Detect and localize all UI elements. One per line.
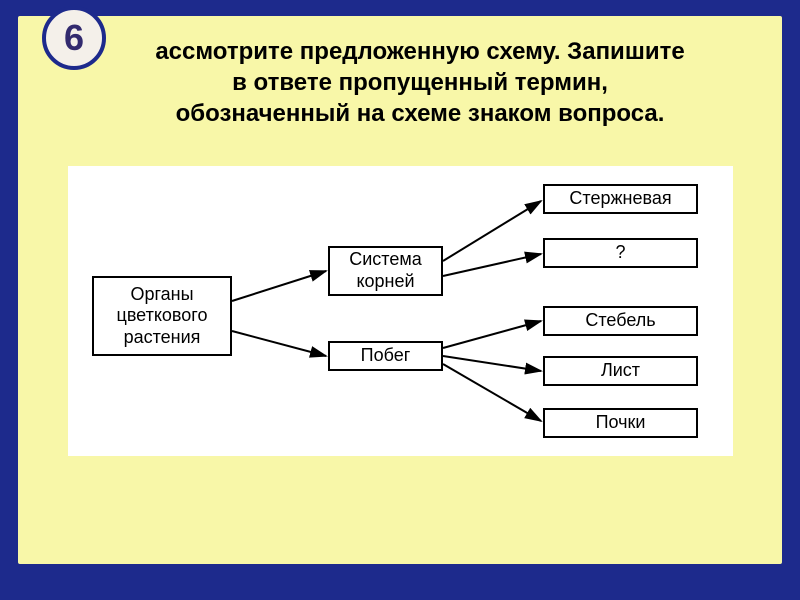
node-leaf-buds: Почки <box>543 408 698 438</box>
title-line-1: ассмотрите предложенную схему. Запишите <box>155 38 684 65</box>
node-mid-roots: Система корней <box>328 246 443 296</box>
question-number-badge: 6 <box>42 6 106 70</box>
node-mid-shoot: Побег <box>328 341 443 371</box>
node-root: Органы цветкового растения <box>92 276 232 356</box>
slide: ассмотрите предложенную схему. Запишите … <box>0 0 800 600</box>
slide-content: ассмотрите предложенную схему. Запишите … <box>18 16 782 564</box>
node-leaf-taproot: Стержневая <box>543 184 698 214</box>
node-leaf-stem: Стебель <box>543 306 698 336</box>
node-leaf-question: ? <box>543 238 698 268</box>
title-line-3: обозначенный на схеме знаком вопроса. <box>176 100 665 127</box>
question-title: ассмотрите предложенную схему. Запишите … <box>98 36 742 130</box>
node-leaf-leaf: Лист <box>543 356 698 386</box>
title-line-2: в ответе пропущенный термин, <box>232 69 608 96</box>
badge-number: 6 <box>64 17 84 59</box>
diagram-container: Органы цветкового растения Система корне… <box>68 166 733 456</box>
